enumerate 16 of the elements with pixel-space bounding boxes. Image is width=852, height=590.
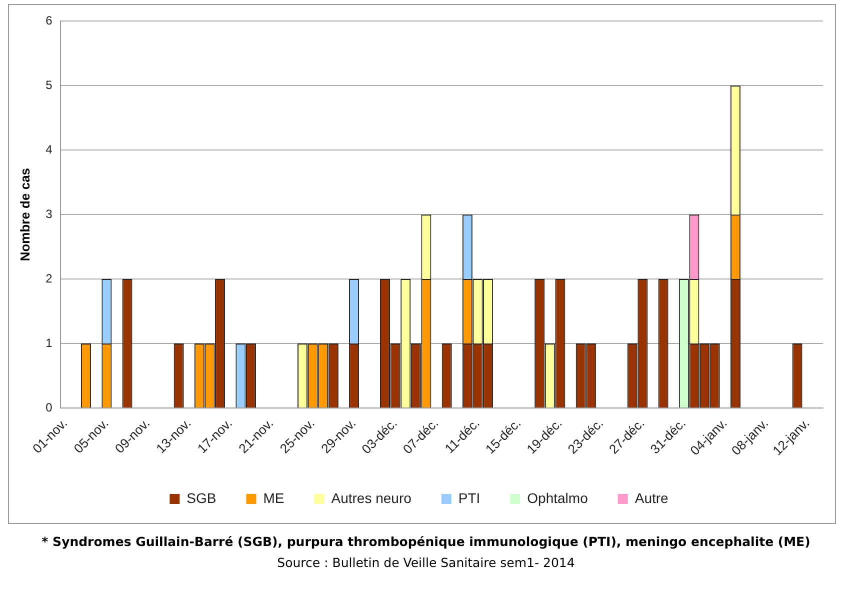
y-tick-label: 2 [46, 271, 53, 286]
y-tick-label: 5 [46, 78, 53, 92]
y-tick-label: 6 [46, 14, 53, 28]
legend-label: SGB [186, 490, 216, 506]
y-tick-label: 4 [46, 142, 53, 156]
legend-label: PTI [458, 490, 480, 506]
y-tick-label: 3 [46, 206, 53, 221]
text: * Syndromes Guillain-Barré (SGB), purpura thrombopénique immunologique (PTI), meningo encephalite (ME) [40, 534, 812, 549]
legend-label: Autre [634, 490, 669, 506]
y-tick-label: 0 [46, 400, 53, 414]
legend-label: ME [263, 490, 284, 506]
legend-label: Ophtalmo [527, 490, 588, 506]
y-tick-label: 1 [46, 336, 53, 350]
legend-label: Autres neuro [331, 490, 412, 506]
y-axis-title: Nombre de cas [17, 168, 32, 262]
source-note: Source : Bulletin de Veille Sanitaire sem1- 2014 [276, 555, 576, 570]
